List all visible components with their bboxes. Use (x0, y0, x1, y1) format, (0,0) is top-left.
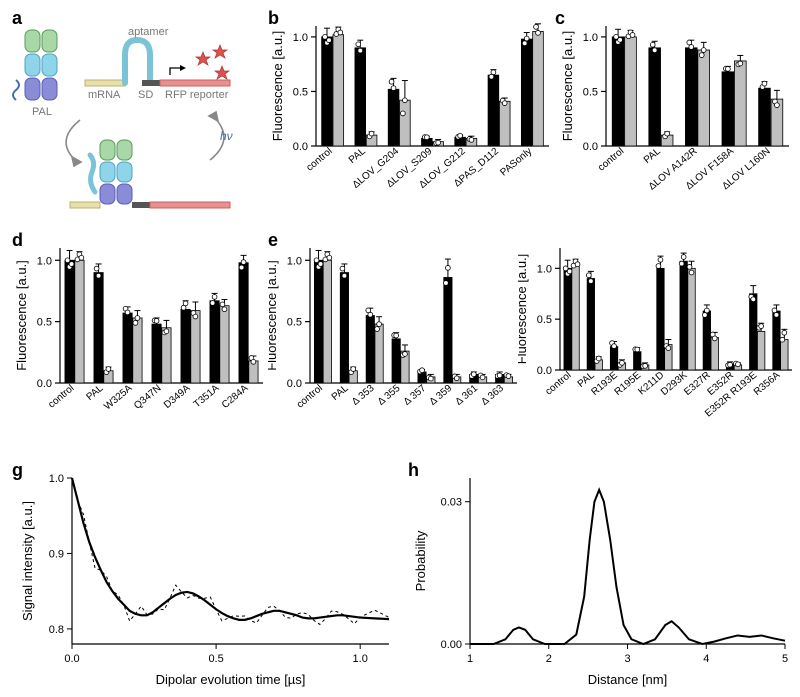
svg-text:0.0: 0.0 (537, 365, 552, 377)
svg-text:Signal intensity [a.u.]: Signal intensity [a.u.] (20, 501, 35, 621)
svg-text:0.0: 0.0 (37, 378, 52, 390)
mrna-construct-top-icon (85, 40, 230, 86)
svg-text:PAL: PAL (330, 383, 351, 403)
sd-label: SD (138, 89, 153, 101)
svg-text:2: 2 (546, 653, 552, 665)
svg-text:Fluorescence [a.u.]: Fluorescence [a.u.] (560, 31, 575, 142)
panel-e-chart: 0.00.51.0Fluorescence [a.u.]controlPALΔ … (268, 240, 521, 455)
svg-text:0.0: 0.0 (287, 378, 302, 390)
svg-text:Δ 353: Δ 353 (350, 383, 377, 408)
panel-h-chart: 0.00 0.03 1 2 3 4 5 Probability Distance [nm] (408, 470, 793, 692)
svg-text:0.03: 0.03 (441, 497, 462, 509)
svg-text:1.0: 1.0 (353, 653, 368, 665)
svg-text:PAL: PAL (84, 383, 105, 403)
pal-protein-top-icon (13, 30, 57, 100)
svg-text:0.8: 0.8 (49, 624, 64, 636)
svg-text:PAL: PAL (642, 146, 663, 166)
svg-text:0.5: 0.5 (208, 653, 223, 665)
svg-text:1.0: 1.0 (293, 32, 308, 44)
svg-text:T351A: T351A (192, 383, 222, 411)
aptamer-label: aptamer (128, 26, 169, 38)
svg-text:control: control (305, 146, 335, 174)
svg-text:Δ 357: Δ 357 (402, 383, 429, 408)
svg-text:1.0: 1.0 (583, 32, 598, 44)
svg-text:4: 4 (703, 653, 709, 665)
svg-text:0.5: 0.5 (293, 86, 308, 98)
svg-text:Fluorescence [a.u.]: Fluorescence [a.u.] (270, 31, 285, 142)
svg-text:Fluorescence [a.u.]: Fluorescence [a.u.] (14, 260, 29, 371)
svg-text:Probability: Probability (413, 530, 428, 591)
svg-text:1: 1 (467, 653, 473, 665)
panel-c-chart: 0.00.51.0Fluorescence [a.u.]controlPALΔL… (558, 18, 793, 228)
svg-text:0.0: 0.0 (293, 141, 308, 153)
svg-text:1.0: 1.0 (537, 263, 552, 275)
panel-b-chart: 0.00.51.0Fluorescence [a.u.]controlPALΔL… (268, 18, 553, 228)
svg-text:PASonly: PASonly (498, 146, 534, 179)
svg-text:0.9: 0.9 (49, 548, 64, 560)
svg-text:3: 3 (624, 653, 630, 665)
svg-text:D349A: D349A (162, 383, 193, 411)
mrna-label: mRNA (88, 89, 121, 101)
svg-text:control: control (596, 146, 626, 174)
svg-text:C284A: C284A (220, 383, 251, 411)
svg-text:Q347N: Q347N (132, 383, 163, 412)
svg-text:1.0: 1.0 (287, 255, 302, 267)
rfp-label: RFP reporter (165, 89, 229, 101)
svg-text:1.0: 1.0 (49, 473, 64, 485)
panel-f-chart: 0.00.51.0Fluorescence [a.u.]controlPALR1… (518, 240, 796, 455)
svg-text:Δ 355: Δ 355 (376, 383, 403, 408)
panel-g-chart: 0.8 0.9 1.0 0.0 0.5 1.0 Signal intensity [a.u.… (12, 470, 397, 692)
panel-a-schematic: PAL aptamer mRNA SD RFP reporter hν (10, 20, 260, 220)
svg-text:0.0: 0.0 (64, 653, 79, 665)
svg-text:Distance [nm]: Distance [nm] (588, 672, 667, 687)
svg-text:Δ 361: Δ 361 (453, 383, 480, 408)
svg-text:0.5: 0.5 (583, 86, 598, 98)
svg-text:PAL: PAL (347, 146, 368, 166)
pal-bound-complex-icon (70, 140, 230, 208)
svg-text:R195E: R195E (613, 370, 644, 398)
hv-label: hν (220, 129, 233, 143)
svg-text:W325A: W325A (102, 383, 134, 413)
svg-text:R356A: R356A (752, 370, 783, 398)
svg-text:Fluorescence [a.u.]: Fluorescence [a.u.] (518, 254, 529, 365)
svg-text:Fluorescence [a.u.]: Fluorescence [a.u.] (268, 260, 279, 371)
svg-text:0.00: 0.00 (441, 639, 462, 651)
svg-text:Δ 359: Δ 359 (428, 383, 455, 408)
svg-text:1.0: 1.0 (37, 255, 52, 267)
svg-text:0.5: 0.5 (287, 317, 302, 329)
svg-text:0.0: 0.0 (583, 141, 598, 153)
panel-d-chart: 0.00.51.0Fluorescence [a.u.]controlPALW3… (12, 240, 267, 455)
svg-text:0.5: 0.5 (37, 317, 52, 329)
svg-text:Δ 363: Δ 363 (479, 383, 506, 408)
svg-text:Dipolar evolution time [µs]: Dipolar evolution time [µs] (156, 672, 306, 687)
pal-label: PAL (32, 106, 52, 118)
svg-text:0.5: 0.5 (537, 314, 552, 326)
svg-text:5: 5 (782, 653, 788, 665)
